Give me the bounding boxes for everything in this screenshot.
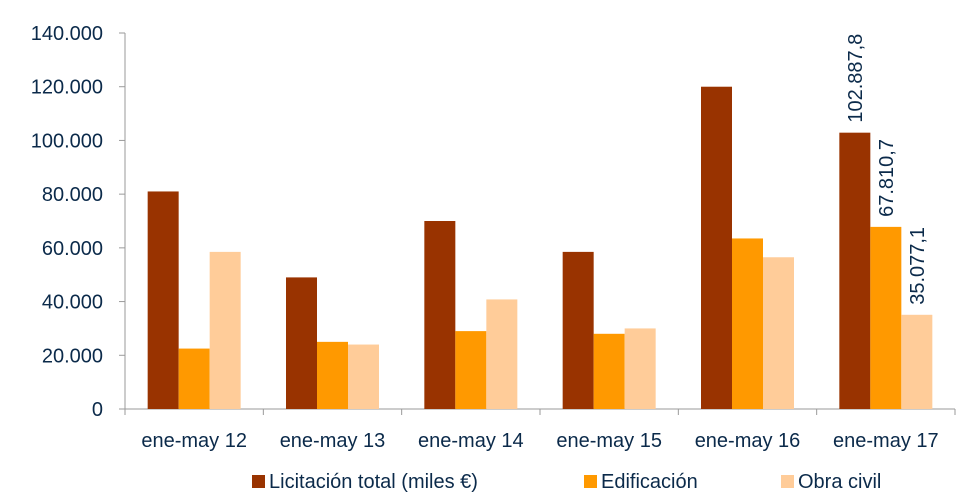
legend: Licitación total (miles €) Edificación Obr…: [252, 471, 881, 493]
y-tick-label: 0: [92, 399, 103, 421]
x-tick-label: ene-may 17: [833, 430, 939, 452]
legend-label: Obra civil: [798, 471, 881, 493]
data-label: 67.810,7: [876, 139, 898, 217]
legend-swatch: [781, 475, 794, 488]
bar: [286, 277, 317, 409]
bar: [317, 341, 348, 409]
bar: [732, 238, 763, 409]
legend-swatch: [584, 475, 597, 488]
x-tick-label: ene-may 14: [418, 430, 524, 452]
y-axis: 0 20.000 40.000 60.000 80.000 100.000 120.000 1…: [31, 23, 126, 421]
bar: [209, 251, 241, 409]
x-axis: ene-may 12 ene-may 13 ene-may 14 ene-may 15…: [124, 408, 956, 452]
legend-swatch: [252, 475, 265, 488]
legend-label: Licitación total (miles €): [269, 471, 478, 493]
bar: [486, 299, 518, 409]
y-tick-label: 80.000: [42, 184, 103, 206]
y-tick-label: 120.000: [31, 77, 103, 99]
bar: [147, 191, 179, 409]
y-tick-label: 100.000: [31, 130, 103, 152]
bar: [624, 328, 656, 409]
bar: [839, 132, 871, 409]
data-label: 35.077,1: [907, 227, 929, 305]
bar: [593, 333, 625, 409]
bar: [424, 221, 456, 409]
bar: [178, 348, 210, 409]
bar: [763, 257, 794, 409]
y-tick-label: 140.000: [31, 23, 103, 45]
bar: [901, 314, 933, 409]
bars: [147, 86, 933, 409]
y-tick-label: 20.000: [42, 345, 103, 367]
data-labels: 102.887,8 67.810,7 35.077,1: [845, 34, 929, 305]
bar: [562, 251, 594, 409]
x-tick-label: ene-may 15: [556, 430, 662, 452]
x-tick-label: ene-may 13: [280, 430, 386, 452]
x-tick-label: ene-may 16: [695, 430, 801, 452]
legend-label: Edificación: [601, 471, 698, 493]
bar: [701, 86, 732, 409]
bar: [870, 226, 902, 409]
bar: [455, 331, 487, 409]
y-tick-label: 40.000: [42, 292, 103, 314]
bar: [348, 344, 379, 409]
y-tick-label: 60.000: [42, 238, 103, 260]
data-label: 102.887,8: [845, 34, 867, 123]
x-tick-label: ene-may 12: [141, 430, 247, 452]
